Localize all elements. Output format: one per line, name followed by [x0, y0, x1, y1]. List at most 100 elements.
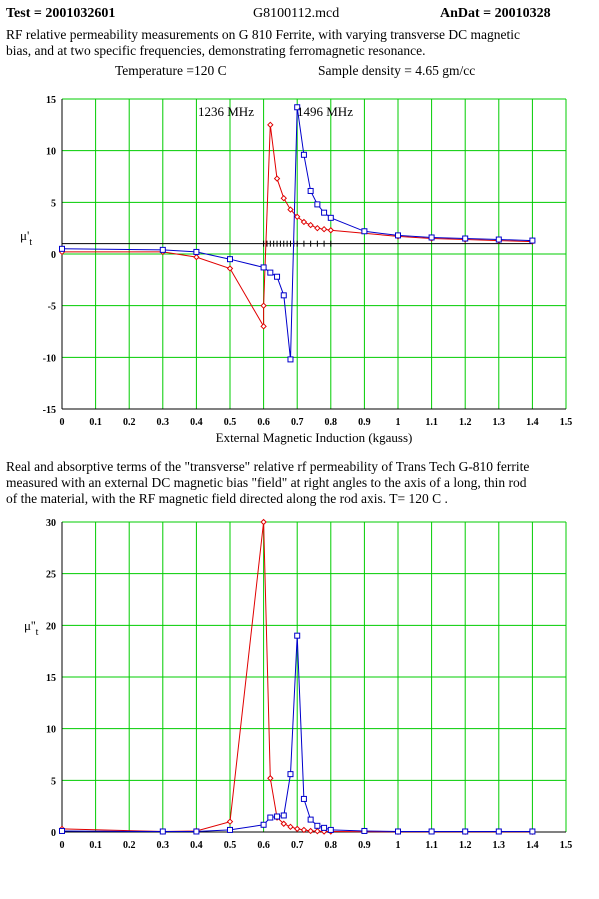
x-tick-label: 0.4: [190, 417, 203, 428]
blue-data-point: [395, 232, 401, 239]
chart2-grid: [61, 521, 567, 833]
x-tick-label: 0.3: [157, 417, 170, 428]
blue-data-point: [193, 828, 200, 835]
x-tick-label: 0: [60, 840, 65, 851]
blue-data-point: [314, 822, 321, 829]
red-data-point: [280, 820, 287, 827]
caption-text: Real and absorptive terms of the "transv…: [6, 459, 596, 507]
blue-data-point: [428, 234, 435, 241]
density-label: Sample density = 4.65 gm/cc: [318, 63, 476, 78]
red-data-point: [287, 823, 294, 831]
x-tick-label: 1.1: [425, 417, 438, 428]
chart1-ylabel: μ't: [20, 228, 32, 248]
blue-data-point: [274, 273, 281, 280]
red-data-point: [260, 518, 267, 526]
y-tick-label: 0: [51, 250, 56, 261]
caption-line-3: of the material, with the RF magnetic fi…: [6, 491, 448, 506]
chart1-reference-line: [62, 240, 533, 247]
x-tick-label: 1.1: [425, 840, 438, 851]
y-tick-label: -5: [48, 302, 56, 313]
chart1-grid: [61, 98, 567, 410]
x-tick-label: 0.2: [123, 840, 136, 851]
red-data-point: [307, 221, 314, 229]
blue-data-point: [159, 828, 166, 835]
x-tick-label: 0.6: [257, 417, 270, 428]
red-data-point: [327, 227, 335, 234]
chart1-xlabel: External Magnetic Induction (kgauss): [216, 430, 413, 445]
analysis-date: AnDat = 20010328: [440, 6, 551, 21]
x-tick-label: 1.3: [493, 840, 506, 851]
blue-data-point: [193, 248, 200, 255]
blue-data-point: [294, 104, 301, 111]
blue-data-point: [314, 201, 321, 208]
x-tick-label: 0.5: [224, 840, 237, 851]
red-data-point: [260, 302, 267, 309]
x-tick-label: 1.4: [526, 417, 539, 428]
red-data-point: [293, 213, 301, 221]
x-tick-label: 1.5: [560, 417, 573, 428]
x-tick-label: 0.6: [257, 840, 270, 851]
x-tick-label: 0.7: [291, 417, 304, 428]
blue-data-point: [227, 256, 233, 263]
x-tick-label: 0.5: [224, 417, 237, 428]
x-tick-label: 1: [396, 840, 401, 851]
y-tick-label: -10: [43, 353, 56, 364]
blue-data-point: [321, 824, 328, 831]
y-tick-label: 15: [46, 95, 56, 106]
y-tick-label: 15: [46, 673, 56, 684]
red-data-point: [307, 827, 314, 835]
blue-data-point: [280, 292, 287, 299]
x-tick-label: 1.2: [459, 417, 472, 428]
blue-data-point: [267, 269, 274, 276]
red-data-point: [293, 825, 301, 833]
absorptive-permeability-chart: 0 0.1 0.2 0.3 0.4 0.5 0.6 0.7 0.8 0.9 1 1.1 1.2 1.3 1.…: [24, 518, 572, 851]
chart2-ylabel: μ''t: [24, 618, 39, 638]
blue-data-point: [267, 814, 274, 821]
blue-data-point: [227, 826, 233, 833]
blue-data-point: [294, 632, 301, 639]
blue-data-point: [495, 828, 502, 835]
chart1-series: [58, 104, 536, 363]
real-permeability-chart: 0 0.1 0.2 0.3 0.4 0.5 0.6 0.7 0.8 0.9 1 1.1 1.2 1.3 1.…: [20, 95, 573, 445]
blue-data-point: [59, 827, 65, 834]
description-line-1: RF relative permeability measurements on…: [6, 27, 520, 42]
blue-data-point: [495, 236, 502, 243]
red-data-point: [193, 253, 200, 261]
x-tick-label: 0.8: [325, 417, 338, 428]
test-id: Test = 2001032601: [6, 6, 116, 21]
caption-line-1: Real and absorptive terms of the "transv…: [6, 459, 530, 474]
blue-data-point: [287, 771, 294, 778]
blue-data-point: [287, 356, 294, 363]
blue-data-point: [59, 245, 65, 252]
red-data-point: [300, 218, 308, 226]
blue-data-point: [300, 795, 307, 802]
y-tick-label: 10: [46, 725, 56, 736]
blue-data-point: [428, 828, 435, 835]
red-data-point: [320, 225, 328, 233]
y-tick-label: 30: [46, 518, 56, 529]
x-tick-label: 1.3: [493, 417, 506, 428]
chart2-tick-labels: 0 0.1 0.2 0.3 0.4 0.5 0.6 0.7 0.8 0.9 1 1.1 1.2 1.3 1.…: [46, 518, 572, 851]
blue-data-point: [307, 816, 314, 823]
red-data-point: [280, 194, 287, 202]
x-tick-label: 0.2: [123, 417, 136, 428]
x-tick-label: 1: [396, 417, 401, 428]
blue-data-point: [300, 151, 307, 158]
y-tick-label: -15: [43, 405, 56, 416]
blue-data-point: [395, 828, 401, 835]
red-data-point: [287, 206, 294, 213]
blue-data-point: [260, 264, 267, 271]
blue-data-point: [361, 228, 368, 235]
temperature-label: Temperature =120 C: [115, 63, 227, 78]
y-tick-label: 10: [46, 147, 56, 158]
red-data-point: [226, 818, 234, 825]
blue-data-point: [260, 821, 267, 828]
red-data-point: [314, 224, 321, 232]
blue-data-point: [462, 828, 469, 835]
blue-data-point: [307, 187, 314, 194]
annotation-1236mhz: 1236 MHz: [198, 104, 254, 119]
red-data-point: [260, 323, 267, 330]
red-data-point: [273, 175, 281, 182]
x-tick-label: 0.7: [291, 840, 304, 851]
red-data-point: [267, 121, 274, 129]
